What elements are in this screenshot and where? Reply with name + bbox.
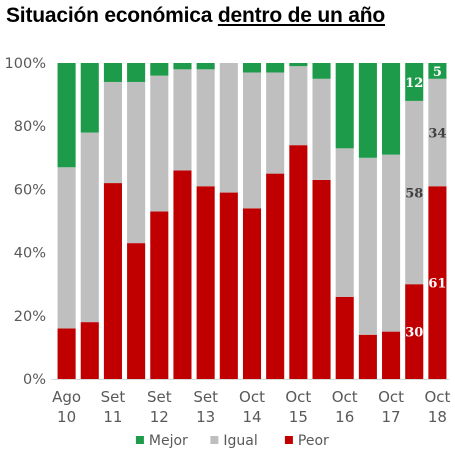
bar-segment-mejor — [127, 63, 146, 82]
y-tick-label: 20% — [14, 309, 46, 325]
bar-segment-mejor — [103, 63, 122, 82]
bar-segment-peor — [242, 208, 262, 379]
y-tick-label: 0% — [23, 372, 46, 388]
x-tick-label-month: Ago — [52, 388, 81, 406]
data-label: 5 — [433, 65, 442, 80]
bar-segment-peor — [196, 186, 215, 379]
x-tick-label-year: 16 — [335, 408, 354, 426]
bar-segment-peor — [219, 192, 238, 379]
bar-segment-igual — [103, 81, 122, 184]
bar-segment-igual — [358, 157, 377, 335]
x-tick-label-year: 14 — [242, 408, 261, 426]
bar-segment-peor — [150, 211, 169, 379]
bar-segment-mejor — [57, 63, 76, 168]
bar-segment-igual — [127, 81, 146, 244]
bar-segment-mejor — [428, 63, 447, 79]
x-tick-label-year: 12 — [150, 408, 169, 426]
bar-segment-peor — [358, 334, 377, 379]
bar-segment-peor — [335, 296, 354, 379]
data-label: 61 — [428, 277, 446, 292]
bar-segment-mejor — [335, 63, 354, 149]
bar-segment-peor — [382, 331, 401, 379]
x-tick-label-month: Set — [193, 388, 218, 406]
bar-segment-peor — [103, 183, 122, 379]
bar-segment-igual — [289, 66, 308, 146]
x-tick-label-year: 11 — [103, 408, 122, 426]
y-tick-label: 80% — [14, 119, 46, 135]
data-label: 58 — [405, 187, 423, 202]
bar-segment-mejor — [405, 63, 424, 101]
legend-swatch-peor — [284, 436, 293, 444]
bar-segment-igual — [57, 167, 76, 329]
bar-segment-igual — [312, 78, 331, 180]
x-tick-label-month: Set — [101, 388, 126, 406]
bar-segment-igual — [405, 100, 424, 285]
x-tick-label-year: 18 — [428, 408, 447, 426]
bar-segment-igual — [382, 154, 401, 332]
x-tick-label-year: 13 — [196, 408, 215, 426]
data-label: 34 — [428, 127, 446, 142]
title-part-2: dentro de un año — [217, 4, 386, 27]
bar-segment-peor — [80, 322, 99, 379]
bar-segment-mejor — [289, 63, 308, 67]
bar-segment-peor — [173, 170, 192, 379]
x-tick-label-month: Oct — [239, 388, 265, 406]
bar-segment-mejor — [358, 63, 377, 158]
x-tick-label-month: Oct — [285, 388, 311, 406]
bar-segment-peor — [127, 243, 146, 379]
bar-segment-igual — [173, 69, 192, 171]
bar-segment-peor — [57, 328, 76, 379]
data-label: 12 — [405, 76, 423, 91]
legend-label-igual: Igual — [223, 433, 257, 449]
bar-segment-peor — [312, 179, 331, 379]
bar-segment-igual — [219, 63, 238, 193]
bar-segment-peor — [289, 145, 308, 379]
bar-segment-peor — [405, 284, 424, 379]
bar-segment-mejor — [312, 63, 331, 79]
x-tick-label-month: Oct — [332, 388, 358, 406]
bar-segment-mejor — [80, 63, 99, 133]
bar-segment-mejor — [173, 63, 192, 70]
bar-segment-igual — [80, 132, 99, 323]
x-tick-label-year: 15 — [289, 408, 308, 426]
legend-label-mejor: Mejor — [149, 433, 188, 449]
bar-segment-mejor — [382, 63, 401, 155]
bar-segment-igual — [266, 72, 285, 174]
bar-segment-igual — [196, 69, 215, 187]
data-label: 30 — [405, 326, 423, 341]
y-tick-label: 60% — [14, 182, 46, 198]
x-tick-label-year: 10 — [57, 408, 76, 426]
x-tick-label-month: Oct — [378, 388, 404, 406]
y-tick-label: 40% — [14, 246, 46, 262]
bar-segment-igual — [428, 78, 447, 187]
bar-segment-mejor — [150, 63, 169, 76]
bar-segment-mejor — [242, 63, 262, 73]
legend-swatch-igual — [210, 436, 219, 444]
bar-segment-igual — [335, 148, 354, 297]
x-tick-label-year: 17 — [382, 408, 401, 426]
bar-segment-peor — [266, 173, 285, 379]
legend-label-peor: Peor — [298, 433, 329, 449]
x-tick-label-month: Set — [147, 388, 172, 406]
title-part-1: Situación económica — [6, 4, 218, 27]
bar-segment-mejor — [266, 63, 285, 73]
bar-segment-mejor — [196, 63, 215, 70]
y-tick-label: 100% — [5, 56, 46, 72]
bar-segment-igual — [150, 75, 169, 212]
bar-segment-igual — [242, 72, 262, 209]
chart-title: Situación económica dentro de un año — [6, 4, 385, 28]
x-tick-label-month: Oct — [424, 388, 450, 406]
bar-segment-peor — [428, 186, 447, 379]
legend-swatch-mejor — [135, 436, 144, 444]
